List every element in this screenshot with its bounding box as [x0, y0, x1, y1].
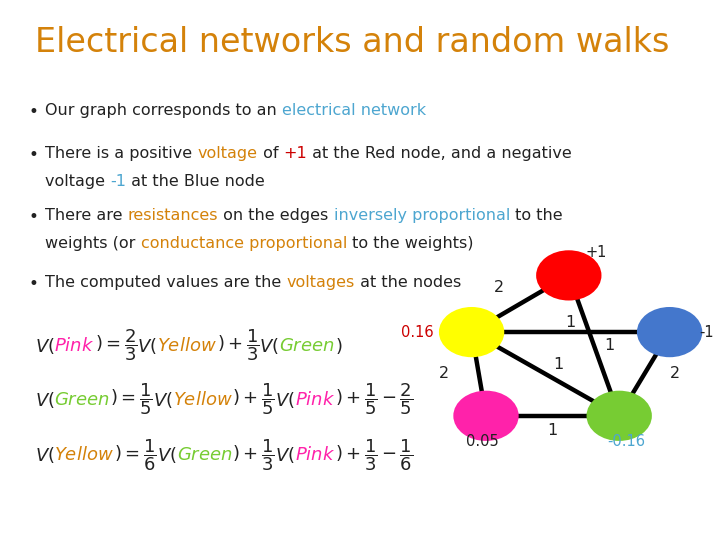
Text: resistances: resistances: [128, 208, 218, 223]
Text: $\mathit{Green}$: $\mathit{Green}$: [279, 336, 335, 355]
Text: $\mathit{V}($: $\mathit{V}($: [35, 335, 55, 356]
Text: The computed values are the: The computed values are the: [45, 275, 287, 291]
Text: 1: 1: [547, 423, 558, 438]
Text: $) = \dfrac{1}{5}$: $) = \dfrac{1}{5}$: [110, 382, 153, 417]
Text: $\mathit{V}($: $\mathit{V}($: [259, 335, 279, 356]
Text: 0.05: 0.05: [466, 434, 499, 449]
Text: $\mathit{Yellow}$: $\mathit{Yellow}$: [157, 336, 217, 355]
Text: to the: to the: [510, 208, 563, 223]
Text: •: •: [29, 275, 39, 293]
Text: There is a positive: There is a positive: [45, 146, 197, 161]
Text: $) + \dfrac{1}{5}$: $) + \dfrac{1}{5}$: [233, 382, 275, 417]
Text: Electrical networks and random walks: Electrical networks and random walks: [35, 26, 669, 59]
Text: $\mathit{V}($: $\mathit{V}($: [275, 444, 294, 465]
Text: +1: +1: [585, 245, 607, 260]
Circle shape: [639, 309, 700, 355]
Text: $\mathit{Yellow}$: $\mathit{Yellow}$: [55, 446, 114, 464]
Text: There are: There are: [45, 208, 128, 223]
Text: 1: 1: [605, 338, 615, 353]
Text: $\mathit{Green}$: $\mathit{Green}$: [176, 446, 233, 464]
Text: at the nodes: at the nodes: [355, 275, 462, 291]
Text: $\mathit{Pink}$: $\mathit{Pink}$: [294, 390, 335, 409]
Text: $) = \dfrac{2}{3}$: $) = \dfrac{2}{3}$: [95, 328, 138, 363]
Text: $) + \dfrac{1}{5} - \dfrac{2}{5}$: $) + \dfrac{1}{5} - \dfrac{2}{5}$: [335, 382, 413, 417]
Text: $) = \dfrac{1}{6}$: $) = \dfrac{1}{6}$: [114, 437, 157, 472]
Text: $\mathit{V}($: $\mathit{V}($: [35, 444, 55, 465]
Text: electrical network: electrical network: [282, 103, 426, 118]
Text: 2: 2: [439, 367, 449, 381]
Circle shape: [456, 393, 516, 438]
Text: of: of: [258, 146, 283, 161]
Text: $\mathit{Pink}$: $\mathit{Pink}$: [294, 446, 335, 464]
Text: voltage: voltage: [45, 174, 110, 189]
Text: $) + \dfrac{1}{3} - \dfrac{1}{6}$: $) + \dfrac{1}{3} - \dfrac{1}{6}$: [335, 437, 413, 472]
Text: conductance proportional: conductance proportional: [141, 236, 347, 251]
Text: Our graph corresponds to an: Our graph corresponds to an: [45, 103, 282, 118]
Text: $) + \dfrac{1}{3}$: $) + \dfrac{1}{3}$: [233, 437, 275, 472]
Text: on the edges: on the edges: [218, 208, 334, 223]
Circle shape: [441, 309, 502, 355]
Text: $\mathit{V}($: $\mathit{V}($: [275, 389, 294, 410]
Text: $) + \dfrac{1}{3}$: $) + \dfrac{1}{3}$: [217, 328, 259, 363]
Text: $\mathit{V}($: $\mathit{V}($: [35, 389, 55, 410]
Text: voltage: voltage: [197, 146, 258, 161]
Text: +1: +1: [283, 146, 307, 161]
Circle shape: [539, 253, 599, 298]
Text: $\mathit{V}($: $\mathit{V}($: [157, 444, 176, 465]
Text: inversely proportional: inversely proportional: [334, 208, 510, 223]
Text: $\mathit{Pink}$: $\mathit{Pink}$: [55, 336, 95, 355]
Text: at the Red node, and a negative: at the Red node, and a negative: [307, 146, 572, 161]
Circle shape: [589, 393, 649, 438]
Text: to the weights): to the weights): [347, 236, 474, 251]
Text: 1: 1: [565, 315, 576, 330]
Text: $\mathit{Yellow}$: $\mathit{Yellow}$: [173, 390, 233, 409]
Text: 0.16: 0.16: [401, 325, 434, 340]
Text: $\mathit{V}($: $\mathit{V}($: [138, 335, 157, 356]
Text: $\mathit{Green}$: $\mathit{Green}$: [55, 390, 110, 409]
Text: •: •: [29, 103, 39, 120]
Text: 2: 2: [493, 280, 504, 295]
Text: $\mathit{V}($: $\mathit{V}($: [153, 389, 173, 410]
Text: -1: -1: [700, 325, 714, 340]
Text: -1: -1: [110, 174, 127, 189]
Text: $)$: $)$: [335, 335, 343, 356]
Text: weights (or: weights (or: [45, 236, 141, 251]
Text: •: •: [29, 146, 39, 164]
Text: at the Blue node: at the Blue node: [127, 174, 265, 189]
Text: •: •: [29, 208, 39, 226]
Text: voltages: voltages: [287, 275, 355, 291]
Text: 2: 2: [670, 367, 680, 381]
Text: -0.16: -0.16: [608, 434, 645, 449]
Text: 1: 1: [553, 357, 564, 372]
